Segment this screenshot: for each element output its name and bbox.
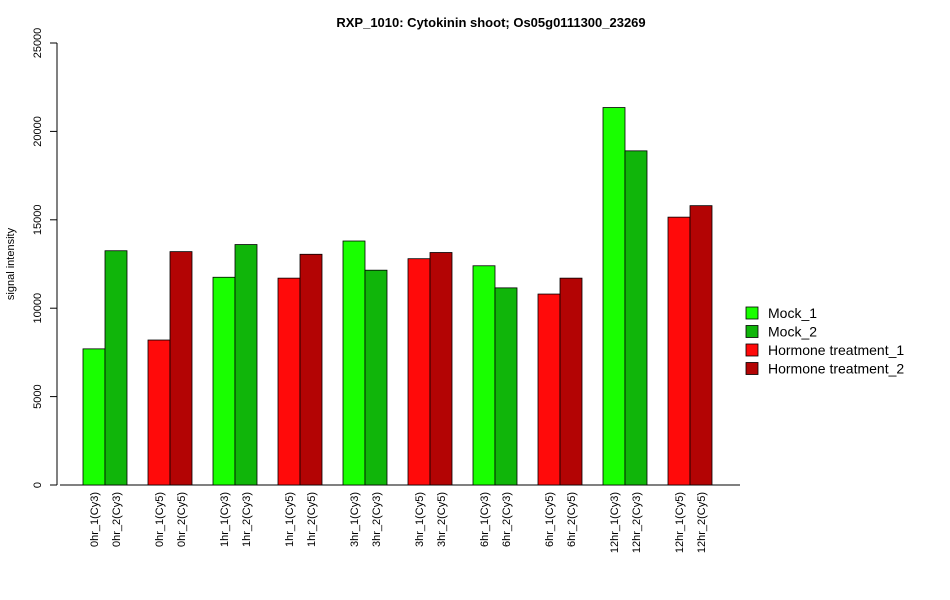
x-tick-label: 1hr_1(Cy3): [219, 492, 231, 547]
x-tick-label: 12hr_1(Cy5): [674, 492, 686, 553]
bar: [689, 205, 713, 486]
y-tick-label: 5000: [32, 384, 44, 408]
legend-label: Hormone treatment_1: [768, 342, 904, 358]
bar: [234, 244, 258, 486]
x-tick-label: 0hr_1(Cy3): [89, 492, 101, 547]
y-axis-label: signal intensity: [5, 227, 17, 300]
chart-title: RXP_1010: Cytokinin shoot; Os05g0111300_…: [336, 15, 645, 30]
y-tick-label: 15000: [32, 205, 44, 236]
bar: [212, 276, 236, 486]
x-tick-label: 1hr_2(Cy5): [306, 492, 318, 547]
bar: [299, 253, 323, 486]
x-tick-label: 12hr_2(Cy5): [696, 492, 708, 553]
legend-swatch: [745, 343, 759, 357]
bar: [667, 216, 691, 486]
y-tick-label: 25000: [32, 28, 44, 59]
plot-area: 0 5000 10000 15000 20000 25000 0hr_1(Cy3) 0hr_2…: [32, 28, 740, 553]
y-tick-label: 0: [32, 482, 44, 488]
y-tick-label: 20000: [32, 116, 44, 147]
x-tick-label: 6hr_1(Cy5): [544, 492, 556, 547]
bar: [559, 277, 583, 486]
bar: [82, 348, 106, 486]
x-tick-label: 0hr_2(Cy3): [111, 492, 123, 547]
x-tick-label: 0hr_2(Cy5): [176, 492, 188, 547]
y-tick-label: 10000: [32, 293, 44, 324]
bar: [494, 287, 518, 486]
bar: [472, 265, 496, 486]
x-tick-label: 12hr_2(Cy3): [631, 492, 643, 553]
x-tick-label: 0hr_1(Cy5): [154, 492, 166, 547]
bar: [342, 240, 366, 486]
x-tick-label: 1hr_1(Cy5): [284, 492, 296, 547]
x-tick-label: 6hr_2(Cy5): [566, 492, 578, 547]
bar: [407, 258, 431, 486]
legend-swatch: [745, 306, 759, 320]
bar: [147, 339, 171, 486]
legend: Mock_1 Mock_2 Hormone treatment_1 Hormone t…: [745, 305, 904, 377]
legend-swatch: [745, 325, 759, 338]
x-tick-label: 3hr_1(Cy3): [349, 492, 361, 547]
x-tick-label: 3hr_1(Cy5): [414, 492, 426, 547]
bar: [537, 293, 561, 486]
bar: [429, 252, 453, 486]
x-tick-label: 6hr_2(Cy3): [501, 492, 513, 547]
x-tick-label: 1hr_2(Cy3): [241, 492, 253, 547]
x-tick-label: 12hr_1(Cy3): [609, 492, 621, 553]
legend-swatch: [745, 362, 759, 375]
bar: [277, 277, 301, 486]
x-tick-label: 3hr_2(Cy3): [371, 492, 383, 547]
bar: [602, 107, 626, 486]
x-tick-label: 6hr_1(Cy3): [479, 492, 491, 547]
bar: [169, 251, 193, 486]
legend-label: Mock_1: [768, 305, 817, 321]
legend-label: Hormone treatment_2: [768, 361, 904, 377]
bar: [364, 269, 388, 486]
bar: [624, 150, 648, 486]
x-tick-label: 3hr_2(Cy5): [436, 492, 448, 547]
legend-label: Mock_2: [768, 324, 817, 340]
bar: [104, 250, 128, 486]
